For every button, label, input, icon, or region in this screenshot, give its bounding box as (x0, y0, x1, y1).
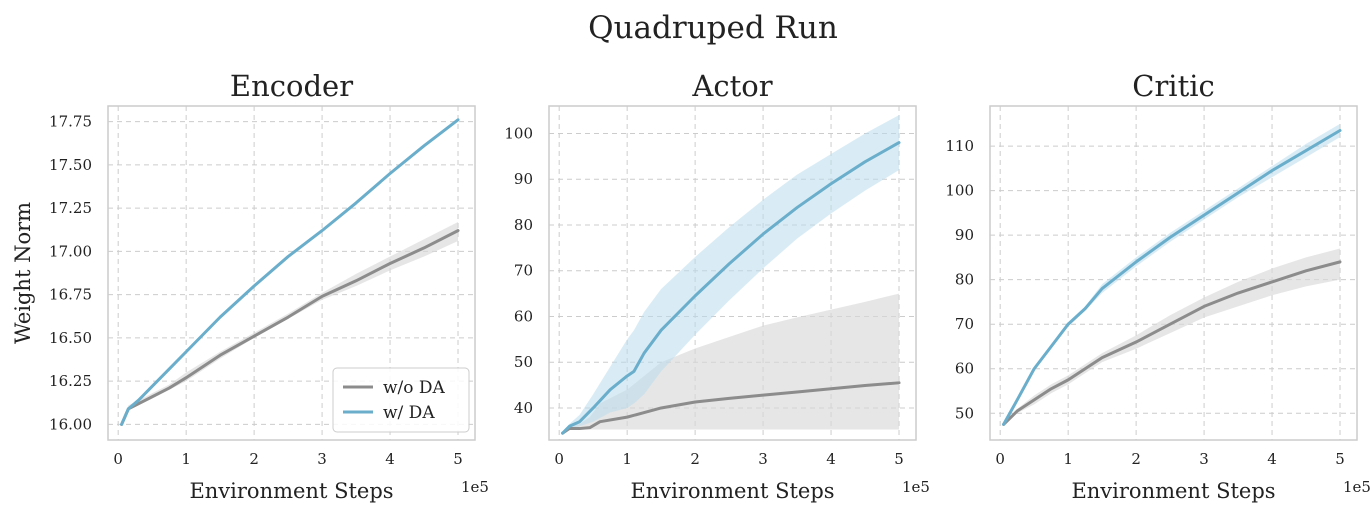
confidence-band-without-da (562, 293, 900, 434)
x-tick-label: 4 (1267, 450, 1277, 468)
x-offset-label: 1e5 (461, 478, 489, 496)
panel-title: Encoder (230, 69, 353, 103)
y-tick-label: 16.25 (49, 372, 92, 390)
y-tick-label: 17.75 (49, 113, 92, 131)
plot-area (120, 118, 460, 426)
y-tick-label: 16.50 (49, 329, 92, 347)
y-tick-label: 40 (514, 399, 533, 417)
y-tick-label: 100 (945, 182, 974, 200)
x-tick-label: 1 (622, 450, 632, 468)
series-line-without-da (120, 229, 460, 426)
x-tick-label: 1 (181, 450, 191, 468)
x-axis-label: Environment Steps (630, 479, 834, 503)
panel-title: Critic (1132, 69, 1215, 103)
figure-suptitle: Quadruped Run (588, 10, 838, 46)
panel-encoder: 0 1 2 3 4 5 16.00 16.25 16.50 16.75 17.00 17.25 17.5… (11, 69, 489, 503)
x-tick-label: 3 (317, 450, 327, 468)
y-axis-label: Weight Norm (11, 202, 35, 344)
x-tick-label: 5 (894, 450, 904, 468)
series-line-with-da (120, 118, 460, 426)
series-line-without-da (1002, 260, 1342, 426)
y-tick-label: 60 (955, 360, 974, 378)
confidence-band-without-da (1003, 248, 1341, 425)
y-tick-label: 80 (514, 216, 533, 234)
y-tick-label: 90 (514, 170, 533, 188)
x-tick-label: 0 (113, 450, 123, 468)
y-tick-label: 50 (955, 404, 974, 422)
panel-actor: 0 1 2 3 4 5 40 50 60 70 80 90 100 Actor Environment St… (504, 69, 930, 503)
axes-frame (107, 105, 476, 441)
y-tick-label: 90 (955, 226, 974, 244)
y-tick-label: 17.50 (49, 156, 92, 174)
panel-title: Actor (691, 69, 772, 103)
x-tick-label: 4 (826, 450, 836, 468)
x-tick-label: 1 (1063, 450, 1073, 468)
series-line-with-da (561, 141, 901, 435)
axes-frame (989, 105, 1358, 441)
x-axis-label: Environment Steps (1071, 479, 1275, 503)
y-tick-label: 17.00 (49, 242, 92, 260)
y-tick-label: 70 (955, 315, 974, 333)
y-tick-label: 80 (955, 271, 974, 289)
y-tick-label: 16.75 (49, 286, 92, 304)
series-line-with-da (1002, 128, 1342, 426)
x-tick-label: 2 (249, 450, 259, 468)
y-tick-label: 110 (945, 137, 974, 155)
y-tick-label: 70 (514, 262, 533, 280)
x-tick-label: 5 (453, 450, 463, 468)
plot-area (1002, 123, 1342, 426)
x-tick-label: 2 (690, 450, 700, 468)
y-tick-label: 100 (504, 124, 533, 142)
y-tick-label: 17.25 (49, 199, 92, 217)
y-tick-label: 16.00 (49, 415, 92, 433)
legend-box (332, 367, 470, 433)
x-tick-label: 2 (1131, 450, 1141, 468)
x-offset-label: 1e5 (902, 478, 930, 496)
x-tick-label: 5 (1335, 450, 1345, 468)
confidence-band-with-da (1003, 123, 1341, 425)
panel-critic: 0 1 2 3 4 5 50 60 70 80 90 100 110 Critic Environment … (945, 69, 1371, 503)
x-tick-label: 3 (1199, 450, 1209, 468)
x-axis-label: Environment Steps (189, 479, 393, 503)
x-tick-label: 0 (995, 450, 1005, 468)
x-tick-label: 3 (758, 450, 768, 468)
legend-label-with-da: w/ DA (383, 403, 435, 423)
x-tick-label: 4 (385, 450, 395, 468)
axes-frame (548, 105, 917, 441)
x-offset-label: 1e5 (1343, 478, 1371, 496)
legend-label-without-da: w/o DA (383, 378, 446, 398)
plot-area (561, 115, 901, 435)
y-tick-label: 50 (514, 353, 533, 371)
y-tick-label: 60 (514, 307, 533, 325)
series-line-without-da (561, 381, 901, 435)
x-tick-label: 0 (554, 450, 564, 468)
